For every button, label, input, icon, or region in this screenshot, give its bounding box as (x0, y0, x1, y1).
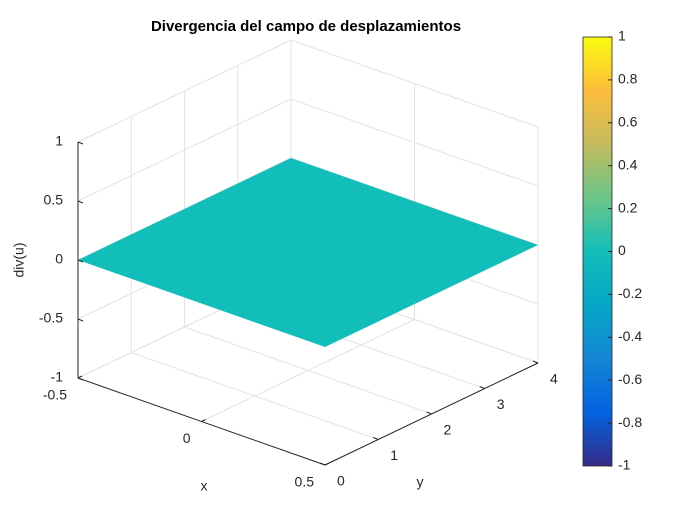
y-tick (373, 437, 379, 440)
x-tick-label: -0.5 (43, 387, 67, 403)
grid-line (77, 98, 292, 202)
y-tick-label: 3 (497, 396, 505, 412)
colorbar-tick-label: -1 (618, 457, 631, 473)
chart-title: Divergencia del campo de desplazamientos (151, 18, 461, 35)
x-tick (324, 462, 330, 466)
z-tick-label: 0.5 (44, 192, 64, 208)
surface-patch (78, 158, 538, 347)
z-axis-label: div(u) (11, 242, 27, 277)
x-tick-label: 0 (183, 430, 191, 446)
colorbar-tick-label: 0.6 (618, 114, 638, 130)
y-tick (319, 462, 326, 466)
colorbar-tick-label: 0 (618, 242, 626, 258)
y-tick-label: 2 (444, 422, 452, 438)
z-tick-label: -0.5 (39, 310, 63, 326)
colorbar-tick-label: -0.4 (618, 328, 642, 344)
y-tick (426, 411, 432, 415)
colorbar-tick-label: -0.2 (618, 285, 642, 301)
grid-line (131, 352, 379, 440)
z-tick (77, 200, 84, 204)
colorbar-tick-label: -0.8 (618, 414, 642, 430)
z-tick-label: -1 (51, 369, 64, 385)
grid-line (77, 39, 292, 143)
y-tick-label: 4 (550, 371, 558, 387)
colorbar-tick-label: 0.8 (618, 71, 638, 87)
y-tick-label: 0 (337, 473, 345, 489)
z-tick (77, 318, 84, 322)
x-tick (77, 375, 83, 379)
x-tick-label: 0.5 (295, 474, 315, 490)
x-axis-label: x (201, 478, 208, 494)
x-tick (201, 419, 206, 422)
y-tick-label: 1 (390, 447, 398, 463)
grid-line (290, 39, 539, 128)
colorbar-tick-label: 0.2 (618, 199, 638, 215)
y-tick (479, 386, 485, 389)
z-tick-label: 0 (55, 251, 63, 267)
z-tick (77, 141, 84, 145)
z-tick (77, 377, 84, 381)
colorbar-tick-label: 1 (618, 28, 626, 44)
z-tick-label: 1 (55, 133, 63, 149)
grid-line (184, 326, 432, 415)
colorbar (582, 36, 613, 467)
y-axis-label: y (417, 474, 424, 490)
grid-line (290, 98, 539, 187)
y-tick (532, 360, 539, 364)
z-tick (77, 259, 84, 263)
colorbar-tick-label: 0.4 (618, 156, 638, 172)
colorbar-tick-label: -0.6 (618, 371, 642, 387)
